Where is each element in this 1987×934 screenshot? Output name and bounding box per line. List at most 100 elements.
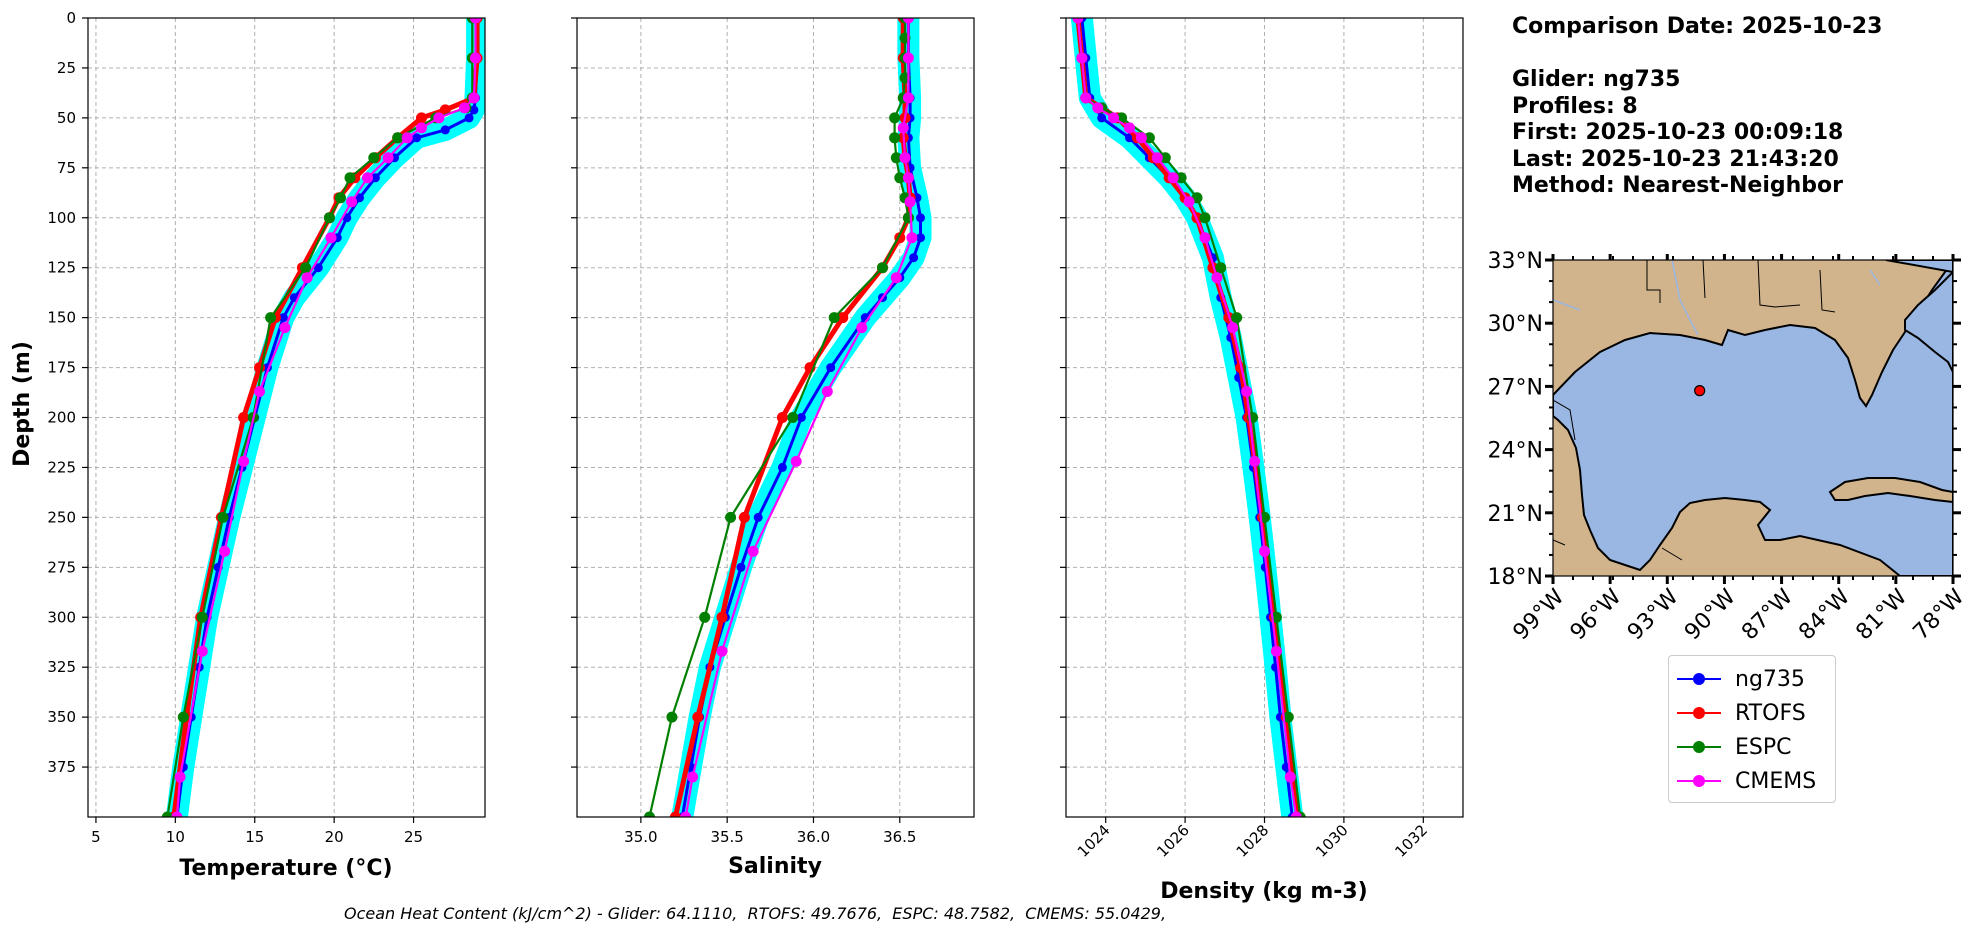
legend-item-espc: ESPC <box>1677 730 1825 764</box>
ocean-heat-content-footer: Ocean Heat Content (kJ/cm^2) - Glider: 6… <box>344 904 1167 923</box>
data-point-cmems <box>238 455 250 467</box>
data-point-espc <box>902 212 914 224</box>
location-map: 99°W96°W93°W90°W87°W84°W81°W78°W 33°N 30°N… <box>1488 249 1970 645</box>
data-point-cmems <box>346 196 358 208</box>
data-point-cmems <box>790 455 802 467</box>
temperature-axis-label: Temperature (°C) <box>179 856 392 881</box>
legend-swatch <box>1677 774 1721 788</box>
first-time: First: 2025-10-23 00:09:18 <box>1512 120 1844 145</box>
y-tick-label: 100 <box>47 209 76 227</box>
data-point-cmems <box>362 172 373 184</box>
data-point-ng735 <box>777 462 787 472</box>
data-point-ng735 <box>1097 113 1107 123</box>
data-point-cmems <box>687 771 699 783</box>
lon-tick-label: 87°W <box>1737 584 1798 645</box>
data-point-espc <box>828 312 840 324</box>
data-point-cmems <box>902 172 914 184</box>
lon-tick-label: 90°W <box>1680 584 1741 645</box>
data-point-ng735 <box>313 263 323 273</box>
density-panel: 1024 1026 1028 1030 1032 <box>1060 17 1464 861</box>
data-point-ng735 <box>370 173 380 183</box>
salinity-axis-label: Salinity <box>728 854 822 879</box>
data-point-ng735 <box>440 125 450 135</box>
legend-item-rtofs: RTOFS <box>1677 696 1825 730</box>
data-point-rtofs <box>238 412 250 423</box>
y-axis-label: Depth (m) <box>10 341 35 467</box>
data-point-cmems <box>279 322 291 334</box>
data-point-cmems <box>171 811 183 817</box>
data-point-cmems <box>904 196 916 208</box>
data-point-ng735 <box>412 133 422 143</box>
data-point-ng735 <box>278 313 288 323</box>
data-point-cmems <box>716 645 728 657</box>
x-tick-label: 15 <box>245 828 264 846</box>
data-point-ng735 <box>464 113 474 123</box>
data-point-cmems <box>1199 232 1211 244</box>
data-point-cmems <box>890 272 902 284</box>
data-point-cmems <box>470 52 481 64</box>
data-point-espc <box>889 112 901 124</box>
data-point-espc <box>265 312 277 324</box>
data-point-espc <box>725 511 737 523</box>
comparison-info: Comparison Date: 2025-10-23 Glider: ng73… <box>1512 14 1882 200</box>
legend-label: ng735 <box>1735 666 1805 692</box>
data-point-cmems <box>401 132 413 144</box>
y-tick-label: 375 <box>47 758 76 776</box>
data-point-espc <box>787 412 799 423</box>
data-point-cmems <box>906 232 918 244</box>
data-point-cmems <box>196 645 208 657</box>
data-point-cmems <box>254 386 265 397</box>
data-point-ng735 <box>753 512 763 522</box>
data-point-rtofs <box>416 112 427 124</box>
data-point-cmems <box>1227 322 1239 334</box>
data-point-cmems <box>301 272 313 284</box>
lat-tick-label: 33°N <box>1488 249 1543 274</box>
legend-swatch <box>1677 672 1721 686</box>
data-point-rtofs <box>669 811 681 817</box>
salinity-panel: 35.0 35.5 36.0 36.5 <box>571 17 975 846</box>
y-tick-label: 75 <box>57 159 76 177</box>
y-tick-label: 50 <box>57 109 76 127</box>
data-point-cmems <box>382 152 394 164</box>
y-tick-label: 150 <box>47 309 76 327</box>
data-point-cmems <box>899 152 911 164</box>
lon-tick-label: 99°W <box>1509 584 1570 645</box>
data-point-ng735 <box>909 253 919 263</box>
data-point-cmems <box>1092 102 1104 114</box>
data-point-cmems <box>1284 771 1296 783</box>
lon-tick-label: 84°W <box>1794 584 1855 645</box>
legend-swatch <box>1677 740 1721 754</box>
data-point-cmems <box>433 112 445 124</box>
legend-label: RTOFS <box>1735 700 1806 726</box>
data-point-espc <box>1159 152 1171 164</box>
data-point-espc <box>368 152 380 164</box>
data-point-rtofs <box>738 511 750 523</box>
data-point-espc <box>161 811 173 817</box>
data-point-cmems <box>1259 545 1270 557</box>
data-point-cmems <box>1270 645 1282 657</box>
data-point-cmems <box>1241 386 1253 397</box>
data-point-espc <box>666 711 678 723</box>
data-point-ng735 <box>916 233 925 243</box>
profile-count: Profiles: 8 <box>1512 93 1638 119</box>
data-point-cmems <box>902 92 914 104</box>
lat-tick-label: 18°N <box>1488 565 1543 590</box>
data-point-rtofs <box>776 412 788 423</box>
x-tick-label: 36.5 <box>883 828 916 846</box>
data-point-cmems <box>1151 152 1163 164</box>
data-point-espc <box>344 172 356 184</box>
data-point-cmems <box>1108 112 1120 124</box>
data-point-ng735 <box>469 105 479 115</box>
data-point-cmems <box>468 92 480 104</box>
y-tick-label: 200 <box>47 409 76 427</box>
data-point-cmems <box>470 18 481 24</box>
map-cuba <box>1828 477 1953 504</box>
method: Method: Nearest-Neighbor <box>1512 173 1843 198</box>
last-time: Last: 2025-10-23 21:43:20 <box>1512 146 1839 172</box>
data-point-cmems <box>902 52 914 64</box>
data-point-cmems <box>897 122 909 134</box>
data-point-cmems <box>1290 811 1302 817</box>
data-point-espc <box>392 132 404 144</box>
comparison-date: Comparison Date: 2025-10-23 <box>1512 14 1883 39</box>
density-axis-label: Density (kg m-3) <box>1160 879 1368 904</box>
